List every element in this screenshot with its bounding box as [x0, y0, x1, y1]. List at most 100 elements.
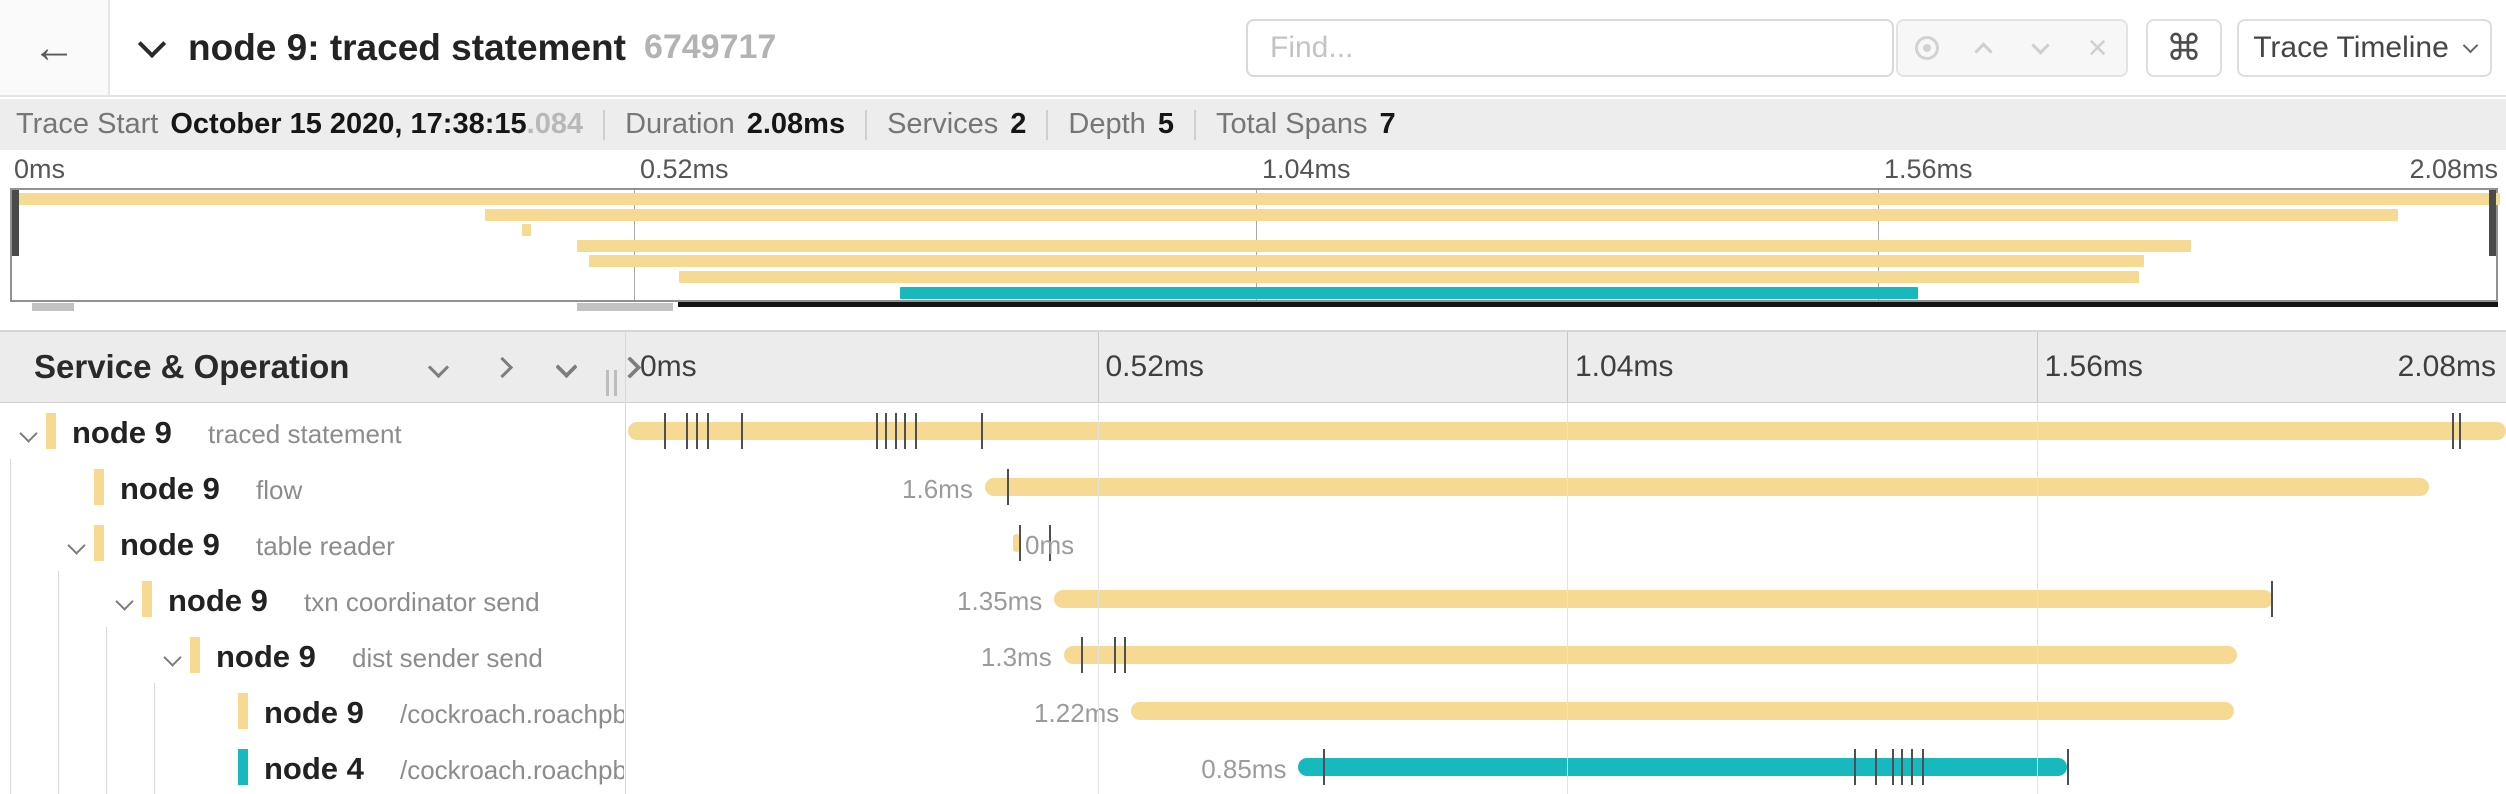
span-bar[interactable]	[628, 422, 2506, 440]
expand-chevron-icon[interactable]	[67, 536, 86, 555]
span-log-tick	[695, 413, 698, 449]
span-name-cell[interactable]: node 9 dist sender send	[0, 627, 624, 683]
span-row[interactable]: node 9 txn coordinator send 1.35ms	[0, 571, 2506, 627]
viewport-right-handle[interactable]	[2489, 190, 2496, 256]
span-log-tick	[663, 413, 666, 449]
service-color-chip	[94, 525, 104, 561]
span-name-cell[interactable]: node 9 txn coordinator send	[0, 571, 624, 627]
span-timeline-cell: 1.22ms	[628, 683, 2506, 739]
locate-icon	[1914, 36, 1939, 60]
minimap-canvas[interactable]	[10, 188, 2500, 302]
summary-label: Depth	[1068, 108, 1146, 140]
span-log-tick	[706, 413, 709, 449]
span-timeline-cell: 1.6ms	[628, 459, 2506, 515]
minimap-span-bar	[678, 271, 2140, 283]
trace-summary-bar: Trace Start October 15 2020, 17:38:15.084…	[0, 99, 2506, 150]
summary-item: Total Spans 7	[1216, 108, 1396, 141]
span-bar[interactable]	[1298, 758, 2067, 776]
tree-indent-guide	[106, 739, 107, 794]
chevron-right-icon	[491, 356, 513, 378]
span-log-tick	[885, 413, 888, 449]
span-log-tick	[2066, 749, 2069, 785]
tree-indent-guide	[58, 739, 59, 794]
summary-item: Duration 2.08ms	[625, 108, 845, 141]
span-duration-label: 1.3ms	[980, 642, 1052, 672]
scrollbar-piece[interactable]	[32, 303, 74, 311]
expand-one-button[interactable]	[484, 349, 520, 385]
summary-item: Depth 5	[1068, 108, 1174, 141]
operation-name: traced statement	[208, 419, 402, 449]
summary-label: Duration	[625, 108, 735, 140]
span-row[interactable]: node 9 table reader 0ms	[0, 515, 2506, 571]
scrollbar-thumb[interactable]	[678, 302, 2498, 307]
locate-button[interactable]	[1905, 26, 1949, 70]
collapse-all-button[interactable]	[548, 349, 584, 385]
operation-name: table reader	[256, 531, 395, 561]
span-row[interactable]: node 9 flow 1.6ms	[0, 459, 2506, 515]
summary-value: October 15 2020, 17:38:15.084	[170, 108, 584, 140]
span-duration-label: 1.6ms	[902, 474, 973, 504]
span-log-tick	[1891, 749, 1894, 785]
expand-chevron-icon[interactable]	[163, 648, 182, 667]
summary-value: 5	[1157, 108, 1174, 140]
span-log-tick	[1921, 749, 1924, 785]
double-chevron-down-icon	[555, 355, 577, 379]
span-name-cell[interactable]: node 4/cockroach.roachpb.I...	[0, 739, 624, 794]
expand-chevron-icon[interactable]	[115, 592, 134, 611]
view-dropdown[interactable]: Trace Timeline	[2237, 19, 2492, 77]
minimap-tick-labels: 0ms 0.52ms 1.04ms 1.56ms 2.08ms	[0, 150, 2506, 188]
chevron-down-icon	[427, 356, 449, 378]
span-name-cell[interactable]: node 9 flow	[0, 459, 624, 515]
find-clear-button[interactable]: ×	[2076, 26, 2120, 70]
span-row[interactable]: node 9/cockroach.roachpb.I... 1.22ms	[0, 683, 2506, 739]
span-name-cell[interactable]: node 9/cockroach.roachpb.I...	[0, 683, 624, 739]
collapse-trace-chevron-icon[interactable]	[137, 29, 167, 58]
find-next-button[interactable]	[2019, 26, 2063, 70]
trace-title-group: node 9: traced statement 6749717	[137, 0, 776, 95]
find-input[interactable]	[1246, 19, 1894, 77]
span-row[interactable]: node 9 dist sender send 1.3ms	[0, 627, 2506, 683]
chevron-down-icon	[2031, 35, 2050, 55]
column-divider	[625, 330, 626, 794]
minimap-tick-label: 0.52ms	[640, 154, 729, 184]
service-color-chip	[190, 637, 200, 673]
span-row[interactable]: node 9 traced statement	[0, 403, 2506, 459]
span-log-tick	[686, 413, 689, 449]
span-name-cell[interactable]: node 9 table reader	[0, 515, 624, 571]
separator	[1046, 109, 1049, 140]
span-name-cell[interactable]: node 9 traced statement	[0, 403, 624, 459]
span-bar[interactable]	[1131, 702, 2234, 720]
tree-indent-guide	[58, 571, 59, 627]
span-row[interactable]: node 4/cockroach.roachpb.I... 0.85ms	[0, 739, 2506, 794]
service-name: node 9	[120, 471, 220, 506]
span-bar[interactable]	[1012, 534, 1020, 552]
viewport-left-handle[interactable]	[12, 190, 19, 256]
close-icon: ×	[2087, 29, 2108, 67]
keyboard-shortcuts-button[interactable]: ⌘	[2146, 19, 2222, 77]
span-log-tick	[904, 413, 907, 449]
minimap-span-bar	[12, 193, 2500, 205]
span-bar[interactable]	[1063, 646, 2238, 664]
span-bar[interactable]	[1054, 590, 2274, 608]
column-resizer-grip[interactable]	[606, 370, 622, 396]
back-button[interactable]: ←	[0, 0, 110, 95]
span-log-tick	[1901, 749, 1904, 785]
command-icon: ⌘	[2166, 27, 2202, 68]
tree-indent-guide	[154, 683, 155, 739]
span-timeline-cell: 1.3ms	[628, 627, 2506, 683]
scrollbar-piece[interactable]	[577, 303, 673, 311]
find-prev-button[interactable]	[1962, 26, 2006, 70]
timeline-gridline	[1567, 332, 1568, 402]
expand-chevron-icon[interactable]	[19, 424, 38, 443]
span-log-tick	[2271, 581, 2274, 617]
page-title: node 9: traced statement	[188, 26, 626, 68]
span-bar[interactable]	[984, 478, 2429, 496]
timeline-tick-label: 2.08ms	[2397, 350, 2496, 383]
span-log-tick	[1123, 637, 1126, 673]
span-log-tick	[2459, 413, 2462, 449]
find-controls: ×	[1896, 19, 2128, 77]
double-chevron-right-icon	[618, 356, 642, 378]
collapse-one-button[interactable]	[420, 349, 456, 385]
timeline-tick-label: 1.56ms	[2044, 350, 2143, 383]
